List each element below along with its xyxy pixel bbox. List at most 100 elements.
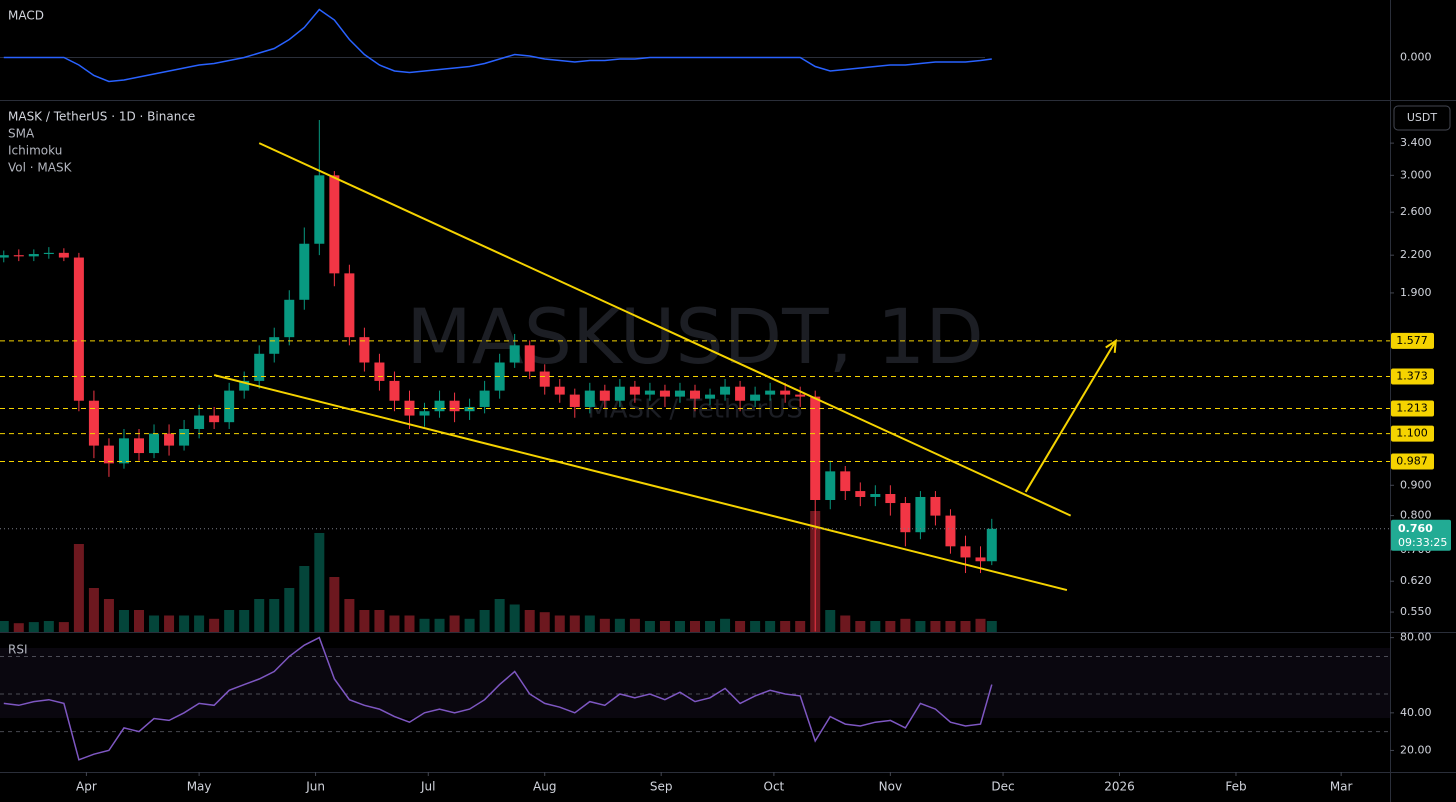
volume-bar	[644, 621, 655, 632]
volume-bar	[855, 621, 866, 632]
x-tick-label: Apr	[76, 780, 97, 794]
volume-bar	[479, 610, 490, 632]
candle-body	[825, 471, 836, 500]
candle-body	[149, 433, 160, 454]
volume-bar	[269, 599, 280, 632]
candle-body	[720, 386, 731, 395]
candle-body	[930, 496, 941, 516]
volume-bar	[494, 599, 505, 632]
y-tick-label: 2.600	[1400, 205, 1432, 218]
arrow-head	[1105, 338, 1117, 353]
candle-body	[629, 386, 640, 395]
volume-bar	[209, 618, 220, 632]
candle-body	[960, 546, 971, 558]
candle-body	[554, 386, 565, 395]
countdown: 09:33:25	[1398, 536, 1447, 549]
candle-body	[885, 494, 896, 504]
volume-bar	[299, 566, 310, 632]
volume-bar	[614, 618, 625, 632]
y-tick-label: 3.000	[1400, 168, 1432, 181]
y-tick-label: 80.00	[1400, 631, 1432, 644]
candle-body	[735, 386, 746, 401]
volume-bar	[945, 621, 956, 632]
candle-body	[359, 337, 370, 363]
candle-body	[224, 390, 235, 423]
volume-bar	[344, 599, 355, 632]
rsi-legend: RSI	[8, 643, 28, 657]
candle-body	[299, 243, 310, 300]
volume-bar	[284, 588, 295, 632]
candle-body	[975, 557, 986, 562]
x-tick-label: Jun	[305, 780, 325, 794]
rsi-line	[3, 636, 993, 761]
x-tick-label: Aug	[533, 780, 556, 794]
candle-body	[58, 252, 69, 258]
candle-body	[659, 390, 670, 397]
candle-body	[945, 515, 956, 547]
volume-bar	[149, 615, 160, 632]
volume-bar	[374, 610, 385, 632]
level-label-box	[1391, 400, 1434, 417]
candle-body	[584, 390, 595, 407]
volume-bar	[750, 621, 761, 632]
volume-bar	[795, 621, 806, 632]
volume-bar	[179, 615, 190, 632]
volume-bar	[705, 621, 716, 632]
candle-body	[614, 386, 625, 401]
candle-body	[0, 255, 9, 258]
volume-bar	[103, 599, 114, 632]
volume-bar	[885, 621, 896, 632]
candle-body	[254, 353, 265, 381]
y-tick-label: 0.800	[1400, 509, 1432, 522]
y-tick-label: 0.000	[1400, 51, 1432, 64]
volume-bar	[780, 621, 791, 632]
legend-item: Vol · MASK	[8, 161, 73, 175]
volume-bar	[960, 621, 971, 632]
candle-body	[28, 254, 39, 257]
macd-legend: MACD	[8, 9, 44, 23]
chart-title: MASK / TetherUS · 1D · Binance	[8, 110, 195, 124]
candle-body	[524, 345, 535, 372]
y-tick-label: 0.620	[1400, 574, 1432, 587]
candle-body	[674, 390, 685, 397]
candle-body	[855, 491, 866, 497]
candle-body	[164, 433, 175, 446]
candle-body	[239, 380, 250, 391]
volume-bar	[554, 615, 565, 632]
volume-bar	[73, 544, 84, 632]
volume-bar	[389, 615, 400, 632]
volume-bar	[629, 618, 640, 632]
candle-body	[599, 390, 610, 401]
volume-bar	[449, 615, 460, 632]
y-tick-label: 1.900	[1400, 286, 1432, 299]
candle-body	[179, 428, 190, 446]
volume-bar	[986, 621, 997, 632]
candle-body	[539, 371, 550, 387]
candle-body	[870, 494, 881, 497]
last-price-label: 0.760	[1398, 522, 1433, 535]
legend-item: SMA	[8, 127, 35, 141]
level-label: 1.100	[1396, 427, 1428, 440]
candle-body	[118, 438, 129, 464]
volume-bar	[28, 622, 39, 632]
volume-bar	[900, 618, 911, 632]
candle-body	[449, 400, 460, 412]
volume-bar	[419, 618, 430, 632]
x-tick-label: May	[187, 780, 212, 794]
volume-bar	[524, 610, 535, 632]
level-label-box	[1391, 332, 1434, 349]
marks: Apr May Jun Jul Aug Sep Oct Nov Dec 2026 Feb Mar 3.4…	[0, 8, 1432, 794]
currency-button[interactable]	[1393, 105, 1451, 131]
macd-line	[3, 8, 992, 83]
level-label: 0.987	[1396, 455, 1428, 468]
volume-bar	[720, 618, 731, 632]
candle-body	[795, 394, 806, 397]
currency-label[interactable]: USDT	[1407, 111, 1438, 124]
rsi-band	[0, 648, 1390, 718]
volume-bar	[915, 621, 926, 632]
candle-body	[840, 471, 851, 492]
x-tick-label: Jul	[420, 780, 435, 794]
candle-body	[103, 445, 114, 464]
